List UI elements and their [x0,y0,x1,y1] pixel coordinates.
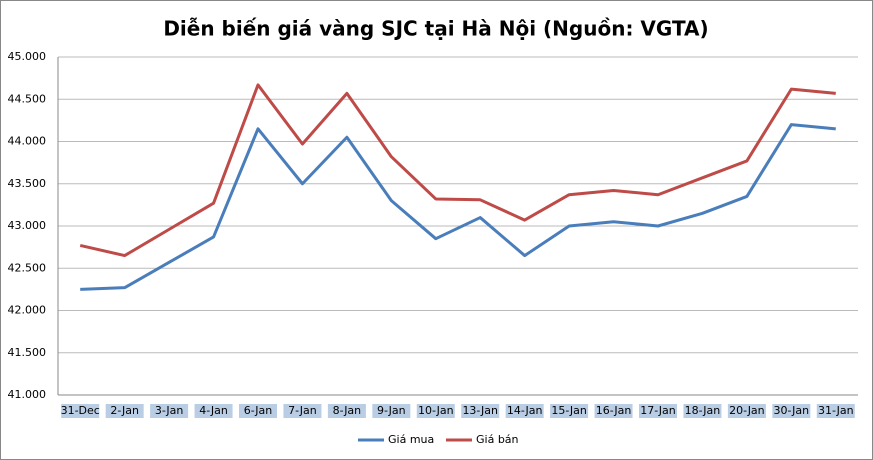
x-tick-label-bg [772,404,811,418]
chart-title: Diễn biến giá vàng SJC tại Hà Nội (Nguồn… [163,17,708,41]
x-tick-label: 3-Jan [155,404,184,417]
y-tick-label: 43.000 [8,219,47,232]
x-tick-label-bg [105,404,144,418]
x-tick-label: 4-Jan [199,404,228,417]
x-tick-label-bg [461,404,500,418]
x-tick-label: 31-Jan [818,404,854,417]
series-line [79,83,836,258]
x-tick-label-bg [416,404,455,418]
y-tick-label: 45.000 [8,50,47,63]
x-tick-label: 30-Jan [774,404,810,417]
x-tick-label: 7-Jan [288,404,317,417]
x-tick-label: 31-Dec [61,404,100,417]
x-tick-label-bg [283,404,322,418]
x-tick-label: 16-Jan [596,404,632,417]
x-tick-label-bg [550,404,589,418]
x-tick-label-bg [816,404,855,418]
x-tick-label: 8-Jan [333,404,362,417]
x-tick-label-bg [639,404,677,418]
x-tick-label: 14-Jan [507,404,543,417]
x-tick-label-bg [194,404,233,418]
x-tick-label-bg [372,404,411,418]
x-tick-label: 20-Jan [729,404,765,417]
x-tick-label-bg [327,404,366,418]
x-tick-label-bg [239,404,277,418]
x-tick-label-bg [594,404,633,418]
y-tick-label: 41.000 [8,388,47,401]
x-tick-label-bg [683,404,722,418]
y-tick-label: 43.500 [8,177,47,190]
x-tick-label: 2-Jan [110,404,139,417]
y-tick-label: 42.000 [8,304,47,317]
y-tick-label: 44.500 [8,92,47,105]
legend-label: Giá bán [476,433,519,446]
series-line [80,123,836,291]
x-tick-label-bg [61,404,100,418]
x-tick-label: 10-Jan [418,404,454,417]
x-tick-label: 6-Jan [244,404,273,417]
x-tick-label-bg [727,404,766,418]
x-tick-label: 18-Jan [685,404,721,417]
x-tick-label: 9-Jan [377,404,406,417]
x-tick-label: 15-Jan [551,404,587,417]
y-tick-label: 44.000 [8,135,47,148]
x-tick-label-bg [505,404,544,418]
y-tick-label: 42.500 [8,261,47,274]
x-tick-label: 17-Jan [640,404,676,417]
x-tick-label-bg [150,404,189,418]
x-tick-label: 13-Jan [462,404,498,417]
y-tick-label: 41.500 [8,346,47,359]
legend-label: Giá mua [388,433,434,446]
